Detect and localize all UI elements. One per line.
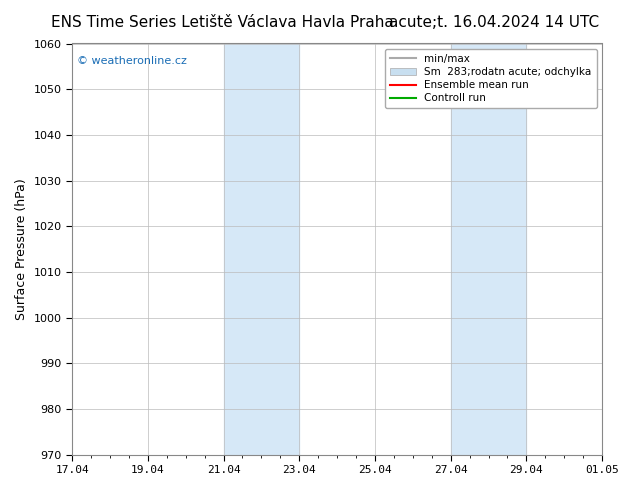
Bar <box>224 44 299 455</box>
Text: © weatheronline.cz: © weatheronline.cz <box>77 56 187 66</box>
Y-axis label: Surface Pressure (hPa): Surface Pressure (hPa) <box>15 178 28 320</box>
Text: ENS Time Series Letiště Václava Havla Praha: ENS Time Series Letiště Václava Havla Pr… <box>51 15 393 30</box>
Legend: min/max, Sm  283;rodatn acute; odchylka, Ensemble mean run, Controll run: min/max, Sm 283;rodatn acute; odchylka, … <box>385 49 597 108</box>
Text: acute;t. 16.04.2024 14 UTC: acute;t. 16.04.2024 14 UTC <box>389 15 600 30</box>
Bar <box>451 44 526 455</box>
